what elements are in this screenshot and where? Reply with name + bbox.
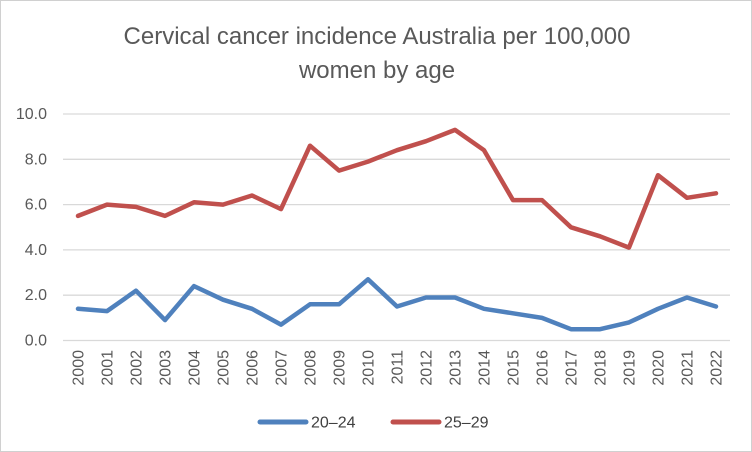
- x-axis-tick-label: 2000: [71, 350, 88, 386]
- legend: 20–24 25–29: [257, 415, 489, 432]
- x-axis-tick-label: 2016: [535, 350, 552, 386]
- x-axis-tick-label: 2022: [709, 350, 726, 386]
- x-axis-tick-label: 2020: [651, 350, 668, 386]
- x-axis-tick-label: 2012: [419, 350, 436, 386]
- x-axis-tick-label: 2015: [506, 350, 523, 386]
- legend-label: 20–24: [311, 415, 356, 432]
- x-axis-tick-label: 2005: [216, 350, 233, 386]
- x-axis-tick-label: 2021: [680, 350, 697, 386]
- x-axis-tick-label: 2018: [593, 350, 610, 386]
- x-axis-tick-label: 2006: [245, 350, 262, 386]
- y-axis-tick-label: 8.0: [25, 151, 47, 168]
- x-axis-tick-label: 2001: [100, 350, 117, 386]
- x-axis-tick-label: 2004: [187, 350, 204, 386]
- legend-label: 25–29: [444, 415, 489, 432]
- chart-title: women by age: [298, 57, 455, 84]
- x-axis-tick-label: 2010: [361, 350, 378, 386]
- x-axis-tick-label: 2008: [303, 350, 320, 386]
- y-axis-tick-label: 4.0: [25, 242, 47, 259]
- x-axis-tick-label: 2017: [564, 350, 581, 386]
- x-axis-tick-label: 2011: [390, 350, 407, 385]
- y-axis-tick-label: 0.0: [25, 333, 47, 350]
- x-axis-tick-label: 2007: [274, 350, 291, 386]
- x-axis-tick-label: 2014: [477, 350, 494, 386]
- series-line-25-29: [75, 127, 719, 250]
- x-axis-tick-label: 2019: [622, 350, 639, 386]
- chart-title: Cervical cancer incidence Australia per …: [124, 23, 631, 50]
- y-axis-tick-label: 6.0: [25, 197, 47, 214]
- x-axis-tick-label: 2009: [332, 350, 349, 386]
- series-line-20-24: [75, 277, 719, 332]
- x-axis-tick-label: 2013: [448, 350, 465, 386]
- x-axis-tick-label: 2002: [129, 350, 146, 386]
- x-axis-tick-label: 2003: [158, 350, 175, 386]
- y-axis-tick-label: 2.0: [25, 287, 47, 304]
- y-axis-tick-label: 10.0: [16, 106, 47, 123]
